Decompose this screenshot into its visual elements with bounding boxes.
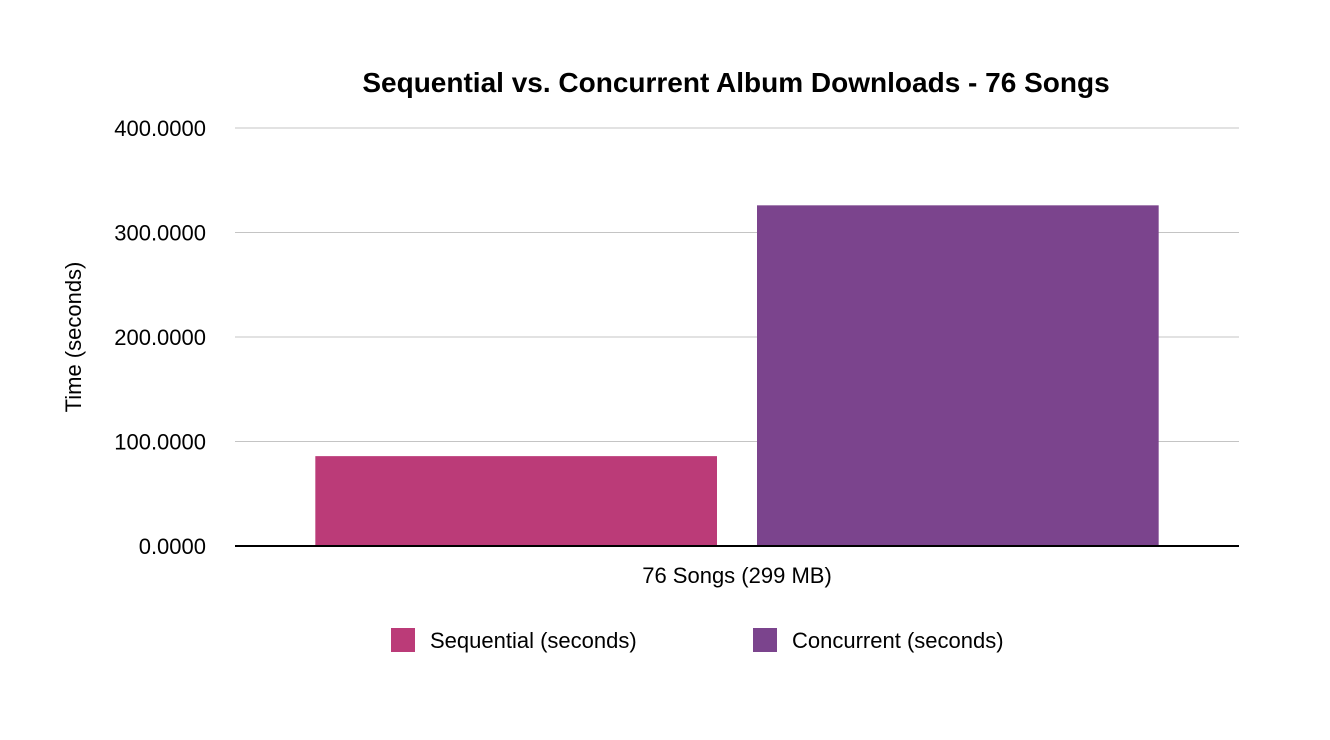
y-tick-label: 0.0000 — [139, 534, 206, 559]
legend: Sequential (seconds) Concurrent (seconds) — [391, 628, 1004, 653]
legend-swatch — [753, 628, 777, 652]
x-tick-label: 76 Songs (299 MB) — [642, 563, 832, 588]
bars — [315, 205, 1159, 546]
legend-label: Concurrent (seconds) — [792, 628, 1004, 653]
chart-title: Sequential vs. Concurrent Album Download… — [362, 67, 1109, 98]
y-tick-label: 200.0000 — [114, 325, 206, 350]
y-tick-label: 400.0000 — [114, 116, 206, 141]
legend-swatch — [391, 628, 415, 652]
y-tick-label: 300.0000 — [114, 221, 206, 246]
y-axis-title: Time (seconds) — [61, 262, 86, 413]
bar-sequential — [315, 456, 717, 546]
axes: 0.0000 100.0000 200.0000 300.0000 400.0000 76… — [114, 116, 1239, 588]
bar-concurrent — [757, 205, 1159, 546]
y-tick-label: 100.0000 — [114, 430, 206, 455]
legend-label: Sequential (seconds) — [430, 628, 637, 653]
